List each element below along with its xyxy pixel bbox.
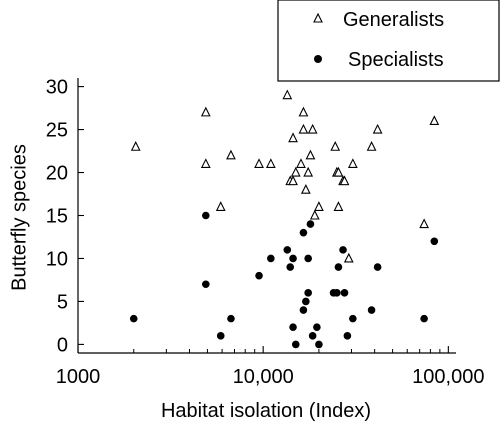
generalist-point — [333, 166, 344, 177]
specialist-point — [227, 314, 235, 323]
legend-label-specialists: Specialists — [348, 49, 444, 71]
specialist-point — [289, 254, 297, 263]
generalist-point — [288, 132, 298, 143]
generalist-point — [339, 175, 350, 186]
y-axis-title: Butterfly species — [8, 144, 30, 291]
y-tick-label: 0 — [57, 334, 68, 356]
generalist-point — [309, 209, 320, 220]
generalist-point — [290, 166, 301, 177]
specialist-point — [299, 306, 308, 314]
x-axis-title: Habitat isolation (Index) — [161, 400, 371, 422]
x-axis-ticks: 1000 10,000 100,000 — [56, 346, 484, 388]
specialist-point — [373, 263, 382, 271]
generalist-point — [333, 201, 344, 211]
specialist-point — [308, 332, 317, 340]
x-tick-label: 10,000 — [233, 366, 294, 388]
legend-triangle-icon — [313, 12, 323, 23]
specialist-point — [313, 323, 321, 332]
plot-frame — [77, 78, 456, 354]
y-tick-label: 10 — [46, 248, 68, 270]
specialist-point — [304, 289, 312, 297]
specialist-point — [315, 340, 323, 349]
y-tick-label: 30 — [46, 77, 68, 99]
y-tick-label: 5 — [57, 291, 68, 313]
generalist-point — [130, 141, 141, 151]
generalist-point — [288, 175, 298, 186]
specialist-point — [129, 314, 138, 323]
specialist-point — [420, 314, 428, 323]
generalist-point — [303, 166, 314, 177]
generalist-point — [254, 158, 264, 168]
generalist-point — [307, 123, 318, 134]
generalist-point — [265, 158, 276, 168]
specialist-point — [283, 246, 292, 254]
generalist-point — [298, 123, 309, 134]
specialist-point — [202, 280, 210, 289]
legend: Generalists Specialists — [277, 0, 500, 82]
specialist-point — [339, 246, 347, 254]
generalist-point — [366, 141, 377, 151]
data-points — [129, 89, 440, 349]
specialist-point — [299, 228, 308, 237]
legend-label-generalists: Generalists — [343, 9, 444, 31]
generalist-point — [215, 201, 226, 211]
specialist-point — [202, 211, 210, 220]
generalist-point — [200, 158, 211, 168]
specialist-point — [367, 306, 376, 314]
specialist-point — [289, 323, 297, 332]
y-tick-label: 15 — [46, 206, 68, 228]
specialist-point — [343, 332, 352, 340]
generalist-point — [314, 201, 324, 211]
generalist-point — [200, 106, 211, 117]
generalist-point — [347, 158, 358, 168]
specialist-point — [255, 271, 263, 280]
x-tick-label: 100,000 — [412, 366, 484, 388]
generalist-point — [429, 115, 440, 126]
specialist-point — [340, 289, 349, 297]
y-tick-label: 20 — [46, 163, 68, 185]
generalist-point — [282, 89, 293, 100]
generalist-point — [226, 149, 236, 160]
specialist-point — [291, 340, 300, 349]
legend-box — [277, 0, 500, 82]
generalist-point — [298, 106, 309, 117]
specialist-point — [430, 237, 439, 246]
specialist-point — [302, 297, 310, 306]
generalist-point — [300, 183, 311, 194]
y-tick-label: 25 — [46, 120, 68, 142]
y-axis-ticks: 0 5 10 15 20 25 30 — [46, 77, 84, 356]
generalist-point — [343, 252, 354, 263]
specialist-point — [216, 332, 225, 340]
specialist-point — [334, 263, 343, 271]
x-tick-label: 1000 — [56, 366, 101, 388]
specialist-point — [267, 254, 275, 263]
legend-circle-icon — [314, 55, 322, 63]
specialist-point — [349, 314, 357, 323]
specialist-point — [306, 220, 315, 228]
generalist-point — [296, 158, 306, 168]
specialist-point — [333, 289, 341, 297]
generalist-point — [372, 123, 383, 134]
specialist-point — [286, 263, 295, 271]
generalist-point — [419, 218, 430, 229]
specialist-point — [304, 254, 312, 263]
generalist-point — [330, 141, 341, 151]
generalist-point — [305, 149, 316, 160]
